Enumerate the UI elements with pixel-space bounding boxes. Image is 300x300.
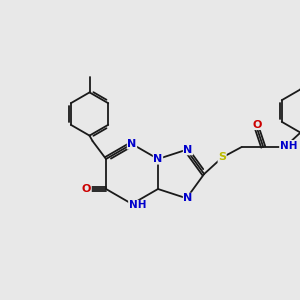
Text: N: N bbox=[128, 139, 136, 149]
Text: N: N bbox=[183, 193, 193, 203]
Text: NH: NH bbox=[280, 140, 297, 151]
Text: NH: NH bbox=[129, 200, 146, 211]
Text: O: O bbox=[253, 119, 262, 130]
Text: S: S bbox=[218, 152, 226, 163]
Text: N: N bbox=[153, 154, 163, 164]
Text: N: N bbox=[183, 145, 193, 155]
Text: O: O bbox=[82, 184, 91, 194]
